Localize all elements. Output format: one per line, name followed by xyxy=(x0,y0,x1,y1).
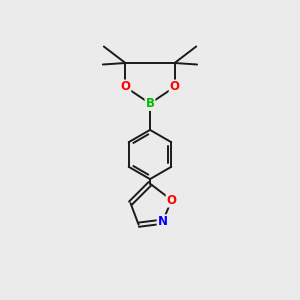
Text: B: B xyxy=(146,97,154,110)
Text: O: O xyxy=(120,80,130,94)
Text: N: N xyxy=(158,215,168,228)
Text: O: O xyxy=(167,194,177,207)
Text: O: O xyxy=(169,80,180,94)
